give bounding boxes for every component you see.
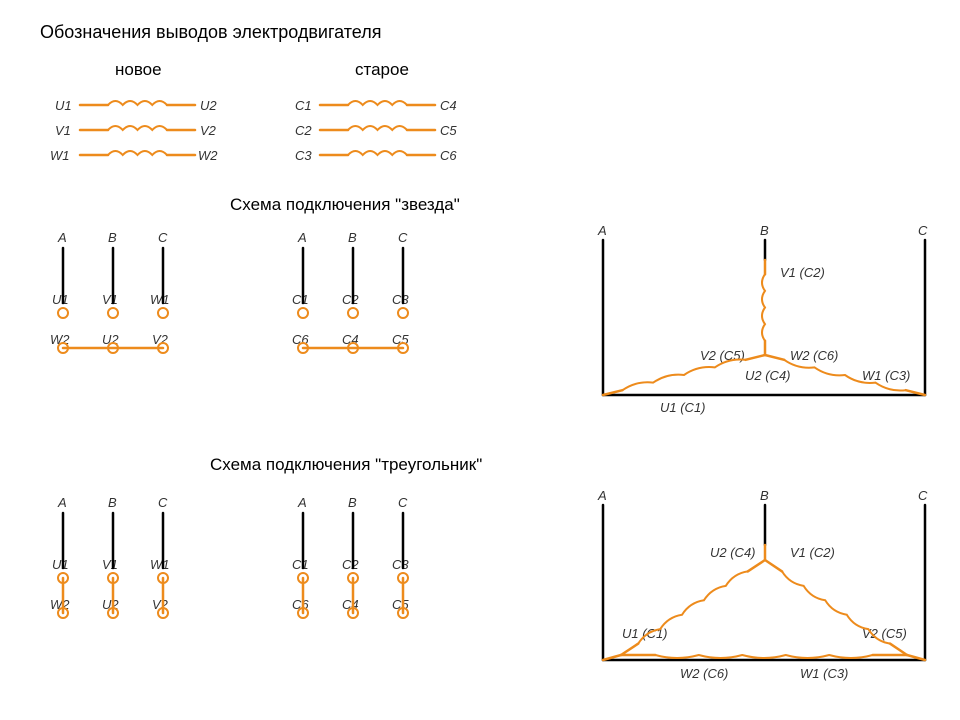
diagram-svg (0, 0, 960, 720)
